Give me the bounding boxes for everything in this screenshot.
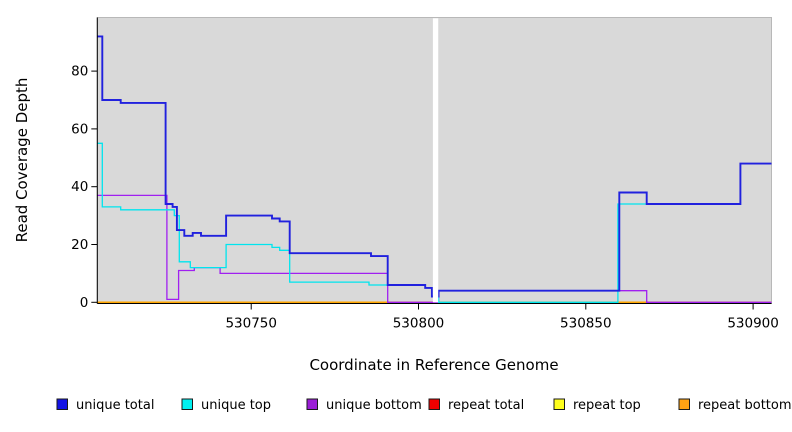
y-tick-label: 40: [71, 179, 88, 195]
legend-item-repeat-total: repeat total: [429, 398, 524, 413]
y-tick-label: 80: [71, 64, 88, 80]
x-tick-label: 530850: [560, 316, 612, 332]
legend-swatch: [57, 399, 68, 410]
y-tick-label: 0: [80, 295, 89, 311]
legend-item-repeat-top: repeat top: [554, 398, 641, 413]
x-axis-label: Coordinate in Reference Genome: [309, 356, 558, 374]
legend-label: repeat top: [573, 398, 641, 413]
y-tick-label: 20: [71, 237, 88, 253]
legend-swatch: [679, 399, 690, 410]
legend-swatch: [429, 399, 440, 410]
legend-label: repeat bottom: [698, 398, 792, 413]
legend-swatch: [554, 399, 565, 410]
legend-swatch: [307, 399, 318, 410]
no-data-gap-band: [433, 18, 438, 302]
y-axis-label: Read Coverage Depth: [13, 78, 31, 243]
y-tick-label: 60: [71, 121, 88, 137]
legend-label: unique top: [201, 398, 271, 413]
legend-label: repeat total: [448, 398, 524, 413]
legend-item-unique-bottom: unique bottom: [307, 398, 422, 413]
legend-label: unique bottom: [326, 398, 422, 413]
legend-item-unique-top: unique top: [182, 398, 271, 413]
x-tick-label: 530800: [393, 316, 445, 332]
legend-swatch: [182, 399, 193, 410]
plot-canvas: 0 20 40 60 80 530750 530800 530850 530900 Coordi…: [0, 0, 792, 432]
coverage-depth-chart: 0 20 40 60 80 530750 530800 530850 530900 Coordi…: [0, 0, 792, 432]
x-tick-label: 530900: [727, 316, 779, 332]
legend-item-repeat-bottom: repeat bottom: [679, 398, 792, 413]
x-tick-label: 530750: [225, 316, 277, 332]
legend-item-unique-total: unique total: [57, 398, 154, 413]
legend-label: unique total: [76, 398, 154, 413]
legend: unique total unique top unique bottom repea…: [57, 398, 792, 413]
